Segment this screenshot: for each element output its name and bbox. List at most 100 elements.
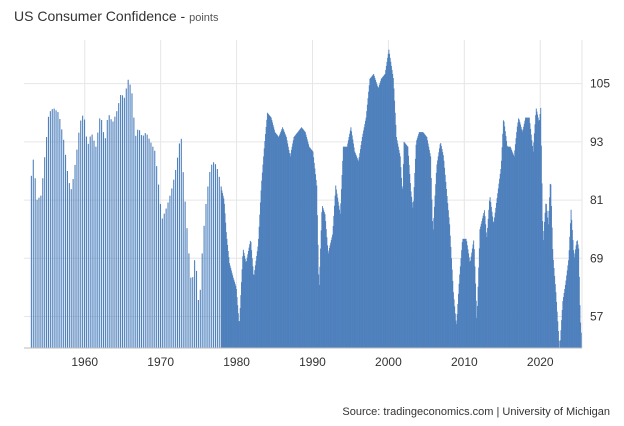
bar bbox=[277, 135, 279, 348]
bar bbox=[249, 240, 251, 348]
bar bbox=[383, 75, 385, 349]
bar bbox=[562, 301, 564, 348]
bar bbox=[310, 149, 312, 348]
bar bbox=[463, 238, 465, 348]
bar bbox=[458, 293, 459, 348]
bar bbox=[502, 133, 504, 348]
bar bbox=[347, 143, 349, 348]
bar bbox=[576, 241, 578, 348]
bar bbox=[567, 265, 569, 348]
bar bbox=[541, 183, 543, 348]
bar bbox=[268, 115, 270, 349]
bar bbox=[382, 76, 384, 348]
bar bbox=[423, 133, 425, 348]
bar bbox=[87, 143, 89, 348]
bar bbox=[565, 280, 567, 348]
bar bbox=[559, 340, 561, 348]
bar bbox=[42, 178, 44, 348]
bar bbox=[330, 242, 332, 348]
bar bbox=[299, 128, 301, 348]
bar bbox=[374, 77, 376, 348]
bar bbox=[474, 266, 476, 348]
bar bbox=[498, 183, 500, 348]
bar bbox=[282, 128, 284, 348]
bar bbox=[440, 143, 442, 348]
bar bbox=[49, 111, 51, 349]
bar bbox=[573, 257, 575, 348]
bar bbox=[387, 53, 389, 348]
bar bbox=[337, 201, 339, 348]
bar bbox=[244, 255, 246, 348]
bar bbox=[456, 324, 458, 348]
bar bbox=[520, 124, 521, 348]
bar bbox=[452, 292, 454, 348]
bar bbox=[485, 232, 487, 348]
bar bbox=[275, 133, 277, 348]
bar bbox=[385, 69, 387, 348]
bar bbox=[518, 119, 520, 349]
bar bbox=[509, 146, 511, 348]
bar bbox=[287, 146, 289, 348]
bar bbox=[408, 155, 409, 348]
bar bbox=[148, 138, 150, 348]
bar bbox=[394, 100, 396, 349]
bar bbox=[127, 79, 129, 349]
bar bbox=[292, 143, 294, 348]
bar bbox=[390, 65, 392, 348]
bar bbox=[275, 132, 277, 348]
bar bbox=[483, 212, 485, 348]
bar bbox=[44, 157, 46, 348]
bar bbox=[46, 137, 48, 348]
bar bbox=[278, 137, 280, 348]
bar bbox=[373, 73, 375, 348]
bar bbox=[511, 149, 513, 348]
bar bbox=[566, 275, 568, 348]
bar bbox=[484, 216, 486, 348]
bar bbox=[487, 227, 489, 348]
bar bbox=[227, 244, 229, 348]
bar bbox=[313, 157, 315, 348]
x-axis-ticks: 1960 1970 1980 1990 2000 2010 2020 bbox=[71, 355, 554, 369]
bar bbox=[414, 172, 416, 348]
bar bbox=[542, 240, 544, 348]
bar bbox=[502, 120, 504, 348]
bar bbox=[394, 112, 396, 348]
bar bbox=[513, 154, 514, 348]
bar bbox=[254, 270, 256, 348]
bar bbox=[352, 139, 354, 348]
bar bbox=[527, 117, 529, 349]
bar bbox=[284, 133, 286, 348]
bar bbox=[447, 210, 449, 348]
bar bbox=[292, 140, 294, 348]
bar bbox=[354, 151, 356, 348]
bar bbox=[373, 75, 375, 348]
bar bbox=[152, 146, 154, 348]
bar bbox=[51, 109, 53, 349]
bar bbox=[412, 207, 414, 348]
bar bbox=[396, 140, 398, 348]
bar bbox=[246, 257, 248, 348]
bar bbox=[70, 189, 72, 348]
bar bbox=[466, 245, 468, 348]
bar bbox=[243, 252, 245, 348]
bar bbox=[290, 153, 292, 348]
bar bbox=[347, 140, 349, 348]
bar bbox=[419, 132, 421, 348]
bar bbox=[522, 129, 524, 348]
bar bbox=[265, 126, 267, 348]
bar bbox=[260, 190, 262, 348]
bar bbox=[329, 245, 331, 348]
bar bbox=[578, 248, 580, 348]
bar bbox=[534, 124, 536, 348]
bar bbox=[427, 143, 429, 348]
bar bbox=[377, 86, 378, 349]
bar bbox=[232, 277, 234, 348]
bar bbox=[467, 249, 469, 348]
bar bbox=[550, 184, 552, 348]
bar bbox=[423, 132, 425, 348]
bar bbox=[286, 140, 288, 348]
bar bbox=[501, 160, 502, 348]
bar bbox=[297, 132, 299, 348]
bar bbox=[375, 80, 377, 348]
bar bbox=[554, 284, 556, 348]
